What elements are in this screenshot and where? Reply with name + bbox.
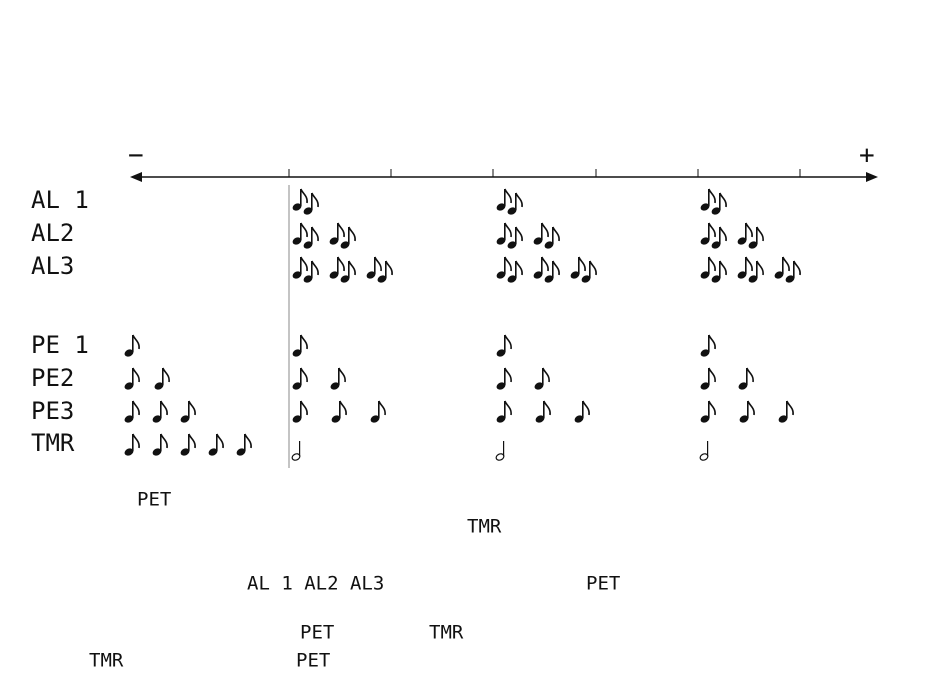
row-label: PE2 (31, 364, 74, 392)
note (531, 256, 549, 281)
note (290, 440, 302, 463)
note (152, 367, 170, 392)
note (290, 222, 308, 247)
note (542, 226, 560, 251)
note (327, 222, 345, 247)
note (122, 400, 140, 425)
note (698, 440, 710, 463)
label: TMR (467, 516, 502, 538)
note (122, 334, 140, 359)
label: PET (300, 622, 334, 644)
notes (122, 188, 801, 463)
note (234, 433, 252, 458)
label: PET (586, 573, 620, 595)
note (290, 334, 308, 359)
note (364, 256, 382, 281)
note (579, 260, 597, 285)
note (368, 400, 386, 425)
note (776, 400, 794, 425)
note (709, 192, 727, 217)
note (709, 226, 727, 251)
note (505, 226, 523, 251)
note (494, 400, 512, 425)
note (178, 433, 196, 458)
note (122, 367, 140, 392)
note (568, 256, 586, 281)
note (494, 334, 512, 359)
note (542, 260, 560, 285)
row-label: PE3 (31, 397, 74, 425)
note (290, 256, 308, 281)
label: TMR (429, 622, 464, 644)
note (532, 367, 550, 392)
note (494, 188, 512, 213)
note (698, 222, 716, 247)
note (533, 400, 551, 425)
note (698, 256, 716, 281)
note (327, 256, 345, 281)
note (505, 260, 523, 285)
note (494, 256, 512, 281)
note (122, 433, 140, 458)
label: TMR (89, 650, 124, 672)
row-label: AL2 (31, 219, 74, 247)
note (735, 256, 753, 281)
row-label: AL3 (31, 252, 74, 280)
note (698, 367, 716, 392)
note (301, 226, 319, 251)
note (206, 433, 224, 458)
note (698, 188, 716, 213)
note (698, 400, 716, 425)
note (494, 367, 512, 392)
note (709, 260, 727, 285)
note (178, 400, 196, 425)
note (572, 400, 590, 425)
note (150, 433, 168, 458)
note (290, 400, 308, 425)
minus-sign: − (128, 141, 144, 171)
note (737, 400, 755, 425)
label: AL 1 AL2 AL3 (247, 573, 384, 595)
note (338, 260, 356, 285)
axis (130, 169, 878, 468)
label: PET (296, 650, 330, 672)
plus-sign: + (859, 141, 875, 171)
row-label: TMR (31, 429, 75, 457)
note (505, 192, 523, 217)
row-label: AL 1 (31, 186, 89, 214)
note (328, 367, 346, 392)
note (531, 222, 549, 247)
note (746, 226, 764, 251)
note (698, 334, 716, 359)
note (783, 260, 801, 285)
note (338, 226, 356, 251)
note (150, 400, 168, 425)
note (746, 260, 764, 285)
note (375, 260, 393, 285)
note (494, 222, 512, 247)
note (290, 367, 308, 392)
note (735, 222, 753, 247)
note (290, 188, 308, 213)
row-label: PE 1 (31, 331, 89, 359)
note (329, 400, 347, 425)
note (301, 192, 319, 217)
note (772, 256, 790, 281)
note (301, 260, 319, 285)
label: PET (137, 489, 171, 511)
note (494, 440, 506, 463)
note (736, 367, 754, 392)
